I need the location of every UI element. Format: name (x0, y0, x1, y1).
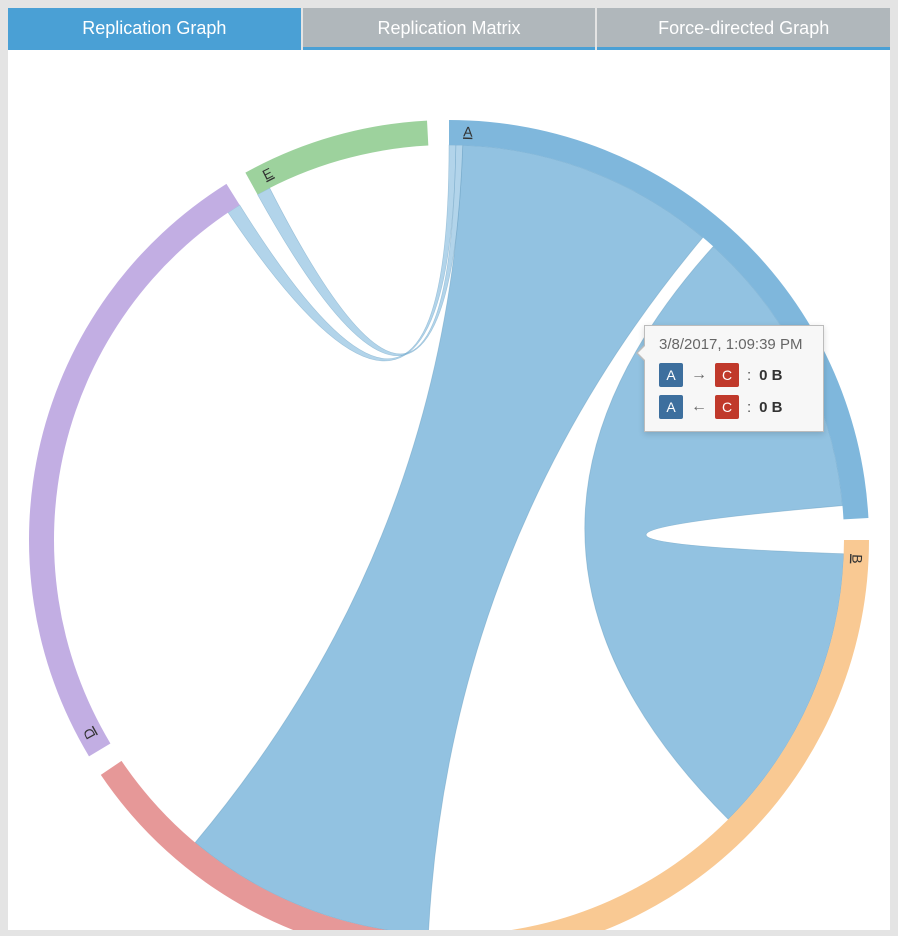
arrow-icon: ← (691, 398, 707, 416)
tooltip-value: 0 B (759, 367, 782, 384)
tooltip-sep: : (747, 367, 751, 384)
tab-replication-graph[interactable]: Replication Graph (8, 8, 301, 50)
arrow-icon: → (691, 366, 707, 384)
chart-area: ABCDE 3/8/2017, 1:09:39 PM A→C:0 BA←C:0 … (8, 50, 890, 930)
tooltip-badge-to: C (715, 395, 739, 419)
tooltip-sep: : (747, 399, 751, 416)
tab-bar: Replication Graph Replication Matrix For… (8, 8, 890, 50)
tooltip-value: 0 B (759, 399, 782, 416)
node-label-B[interactable]: B (849, 554, 865, 564)
tooltip-badge-to: C (715, 363, 739, 387)
arc-D[interactable] (29, 184, 240, 756)
tooltip: 3/8/2017, 1:09:39 PM A → C:0 B A ← C:0 B (644, 325, 824, 432)
node-label-A[interactable]: A (463, 123, 474, 139)
chord-diagram: ABCDE (8, 50, 890, 930)
tooltip-row: A ← C:0 B (659, 395, 809, 419)
tooltip-badge-from: A (659, 363, 683, 387)
tooltip-row: A → C:0 B (659, 363, 809, 387)
arc-E[interactable] (245, 121, 428, 195)
tab-replication-matrix[interactable]: Replication Matrix (303, 8, 596, 50)
tooltip-badge-from: A (659, 395, 683, 419)
tab-force-directed-graph[interactable]: Force-directed Graph (597, 8, 890, 50)
tooltip-timestamp: 3/8/2017, 1:09:39 PM (659, 336, 809, 353)
